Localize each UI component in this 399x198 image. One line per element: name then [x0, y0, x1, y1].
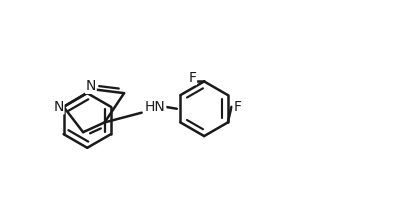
Text: N: N — [53, 100, 64, 114]
Text: N: N — [86, 79, 96, 93]
Text: F: F — [188, 70, 196, 85]
Text: F: F — [233, 100, 241, 114]
Text: HN: HN — [145, 100, 166, 114]
